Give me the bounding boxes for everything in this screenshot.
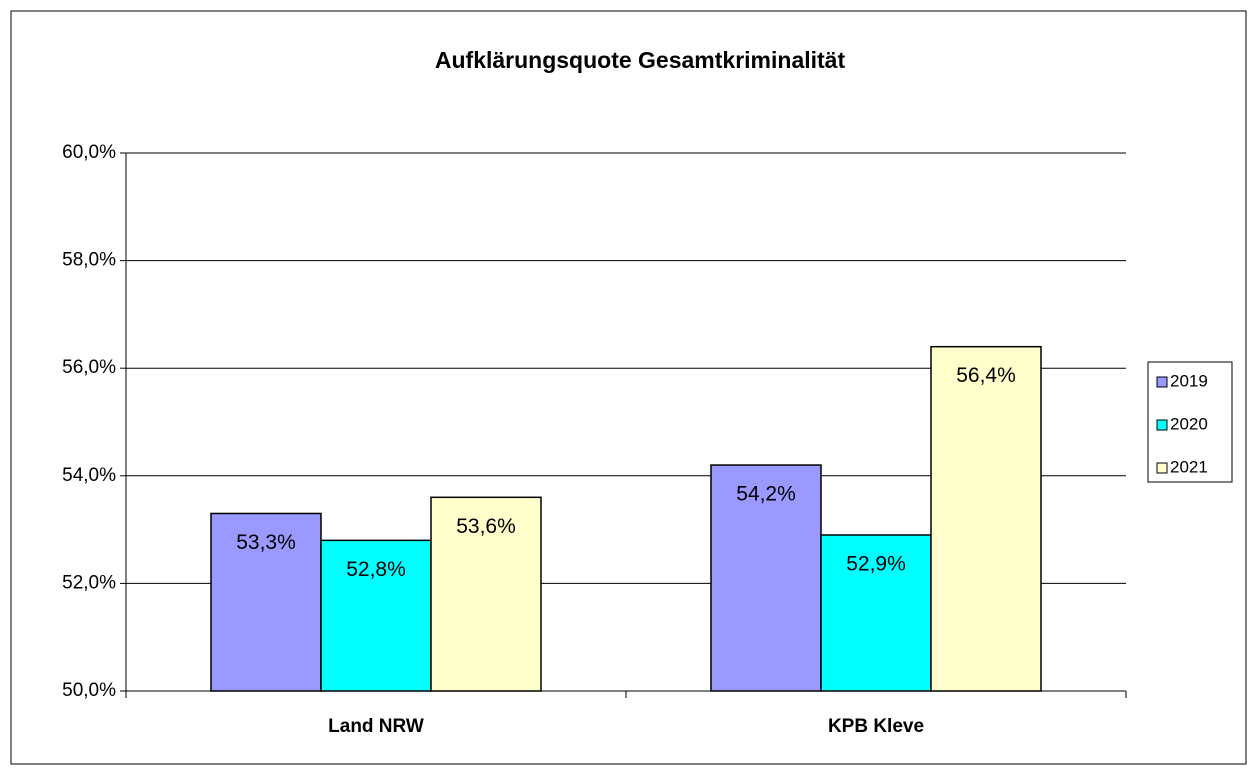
- legend-label: 2019: [1170, 371, 1208, 390]
- value-label: 56,4%: [956, 364, 1016, 387]
- legend-swatch: [1156, 462, 1168, 474]
- bar: [320, 539, 432, 692]
- chart-title: Aufklärungsquote Gesamtkriminalität: [435, 47, 846, 73]
- x-tick-label: Land NRW: [328, 716, 424, 737]
- value-label: 52,8%: [346, 558, 406, 581]
- bar: [930, 345, 1042, 692]
- y-tick-label: 56,0%: [62, 357, 116, 378]
- x-tick-label: KPB Kleve: [828, 716, 924, 737]
- y-tick-label: 50,0%: [62, 680, 116, 701]
- value-label: 54,2%: [736, 483, 796, 506]
- legend-swatch: [1156, 376, 1168, 388]
- bar: [210, 512, 322, 692]
- y-tick-label: 58,0%: [62, 250, 116, 271]
- legend-label: 2021: [1170, 457, 1208, 476]
- bar: [430, 496, 542, 692]
- value-label: 52,9%: [846, 553, 906, 576]
- legend-label: 2020: [1170, 414, 1208, 433]
- y-tick-label: 52,0%: [62, 572, 116, 593]
- chart-frame: [10, 10, 1247, 765]
- y-tick-label: 54,0%: [62, 465, 116, 486]
- value-label: 53,3%: [236, 531, 296, 554]
- y-tick-label: 60,0%: [62, 142, 116, 163]
- legend-swatch: [1156, 419, 1168, 431]
- value-label: 53,6%: [456, 515, 516, 538]
